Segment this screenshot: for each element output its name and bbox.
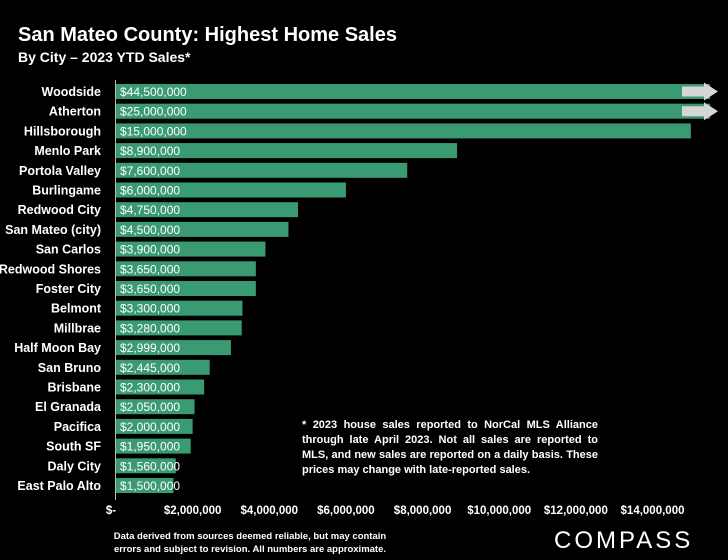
source-line-1: Data derived from sources deemed reliabl… — [113, 531, 387, 542]
category-label: Brisbane — [48, 381, 102, 395]
category-label: Redwood City — [18, 203, 101, 217]
value-label: $3,300,000 — [120, 302, 180, 316]
x-tick-label: $12,000,000 — [544, 505, 608, 517]
bar-hillsborough — [116, 123, 691, 139]
bar-woodside — [116, 84, 710, 99]
value-label: $2,050,000 — [120, 400, 180, 414]
chart-subtitle: By City – 2023 YTD Sales* — [18, 49, 191, 65]
bar-south-sf — [116, 438, 191, 454]
x-tick-label: $8,000,000 — [394, 505, 452, 517]
value-label: $6,000,000 — [120, 184, 180, 198]
category-label: Burlingame — [32, 184, 101, 198]
bar-pacifica — [116, 418, 193, 434]
x-tick-label: $4,000,000 — [241, 505, 299, 517]
bar-san-mateo-city- — [116, 221, 289, 237]
bar-belmont — [116, 300, 243, 316]
value-label: $2,999,000 — [120, 341, 180, 355]
value-label: $4,750,000 — [120, 203, 180, 217]
value-label: $8,900,000 — [120, 144, 180, 158]
bar-foster-city — [116, 281, 256, 296]
value-label: $1,950,000 — [120, 440, 180, 454]
bar-san-bruno — [116, 359, 210, 375]
value-label: $2,445,000 — [120, 361, 180, 375]
value-label: $3,280,000 — [120, 321, 180, 335]
category-label: Redwood Shores — [0, 262, 101, 276]
category-label: South SF — [46, 440, 101, 454]
category-label: Half Moon Bay — [14, 341, 101, 355]
value-label: $2,000,000 — [120, 420, 180, 434]
bar-east-palo-alto — [116, 478, 174, 493]
category-label: Portola Valley — [19, 164, 101, 178]
x-tick-label: $- — [106, 505, 116, 517]
category-label: San Mateo (city) — [5, 223, 101, 237]
category-label: El Granada — [35, 400, 102, 414]
bar-daly-city — [116, 458, 176, 474]
category-label: San Bruno — [38, 361, 102, 375]
bar-half-moon-bay — [116, 340, 231, 356]
value-label: $25,000,000 — [120, 105, 187, 119]
source-line-2: errors and subject to revision. All numb… — [113, 544, 387, 555]
chart-title: San Mateo County: Highest Home Sales — [18, 24, 397, 46]
value-label: $3,900,000 — [120, 243, 180, 257]
footnote: * 2023 house sales reported to NorCal ML… — [302, 419, 598, 476]
value-label: $1,500,000 — [120, 479, 180, 493]
category-label: Foster City — [36, 282, 101, 296]
x-tick-label: $2,000,000 — [164, 505, 222, 517]
category-label: Daly City — [48, 459, 102, 473]
x-tick-label: $14,000,000 — [621, 505, 685, 517]
value-label: $15,000,000 — [120, 124, 187, 138]
category-label: Belmont — [51, 302, 102, 316]
category-label: Pacifica — [54, 420, 102, 434]
compass-logo: COMPASS — [554, 527, 694, 554]
category-label: East Palo Alto — [17, 479, 101, 493]
x-tick-label: $10,000,000 — [467, 505, 531, 517]
truncation-arrow — [682, 102, 718, 121]
truncation-arrow — [682, 82, 718, 101]
bar-san-carlos — [116, 241, 266, 257]
value-label: $3,650,000 — [120, 282, 180, 296]
bar-brisbane — [116, 379, 205, 395]
x-tick-label: $6,000,000 — [317, 505, 375, 517]
value-label: $3,650,000 — [120, 262, 180, 276]
value-label: $7,600,000 — [120, 164, 180, 178]
category-label: Millbrae — [54, 321, 101, 335]
value-label: $1,560,000 — [120, 459, 180, 473]
value-label: $2,300,000 — [120, 381, 180, 395]
value-label: $44,500,000 — [120, 85, 187, 99]
bar-redwood-shores — [116, 261, 256, 277]
bar-atherton — [116, 103, 710, 119]
category-label: Woodside — [42, 85, 102, 99]
source-disclaimer: Data derived from sources deemed reliabl… — [0, 530, 500, 556]
category-label: Menlo Park — [34, 144, 101, 158]
bar-millbrae — [116, 320, 242, 336]
bar-portola-valley — [116, 162, 408, 178]
bar-el-granada — [116, 399, 195, 415]
category-label: San Carlos — [36, 243, 101, 257]
value-label: $4,500,000 — [120, 223, 180, 237]
bar-redwood-city — [116, 202, 299, 218]
bar-burlingame — [116, 182, 346, 198]
bar-menlo-park — [116, 143, 458, 159]
category-label: Hillsborough — [24, 124, 101, 138]
category-label: Atherton — [49, 105, 101, 119]
